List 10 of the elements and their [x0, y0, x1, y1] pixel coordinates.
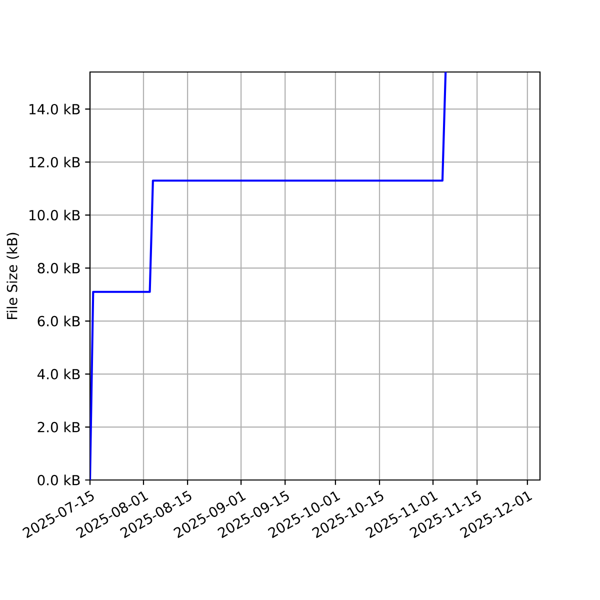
- y-axis-title: File Size (kB): [6, 232, 19, 319]
- line-series: [90, 72, 447, 480]
- y-tick-label: 12.0 kB: [30, 156, 80, 168]
- y-tick-label: 14.0 kB: [30, 104, 80, 114]
- y-tick-label: 4.0 kB: [37, 368, 80, 380]
- y-tick-label: 8.0 kB: [38, 262, 80, 274]
- y-tick-label: 2.0 kB: [38, 422, 80, 432]
- y-tick-label: 10.0 kB: [30, 210, 80, 220]
- y-tick-label: 0.0 kB: [38, 474, 80, 486]
- y-tick-label: 6.0 kB: [38, 316, 80, 326]
